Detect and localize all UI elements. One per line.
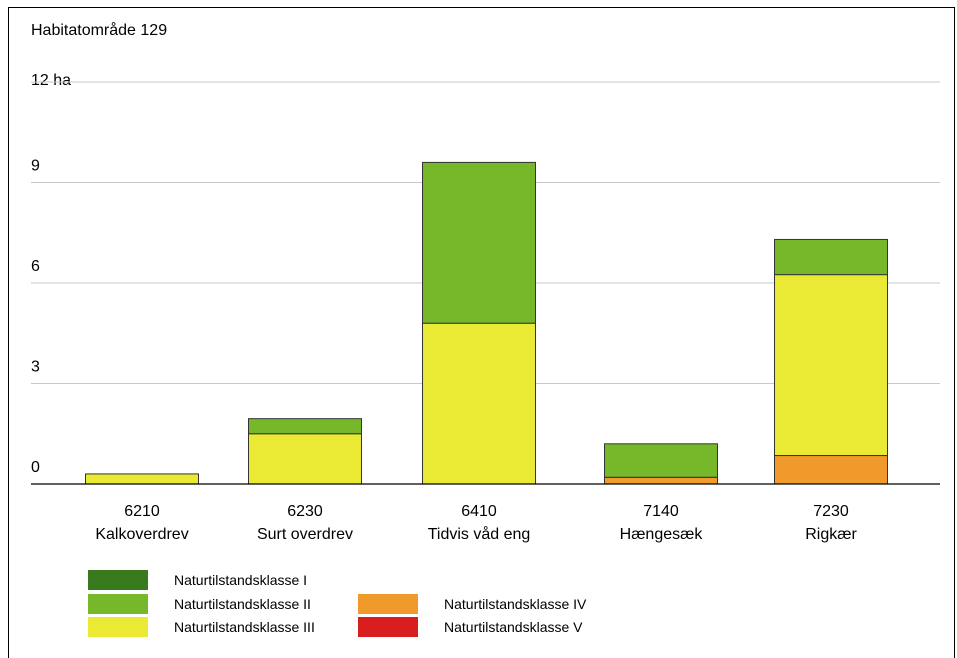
bar-segment [85, 473, 199, 485]
x-tick-name: Hængesæk [620, 526, 704, 543]
bar-segment [774, 274, 888, 457]
chart-title: Habitatområde 129 [31, 21, 167, 39]
bar-segment [774, 455, 888, 485]
y-tick-label: 9 [31, 158, 40, 175]
legend-swatch [88, 594, 148, 614]
legend-swatch [88, 617, 148, 637]
legend-label: Naturtilstandsklasse IV [444, 596, 587, 612]
y-tick-label: 3 [31, 359, 40, 376]
x-tick-code: 7140 [643, 503, 679, 520]
x-tick-code: 6210 [124, 503, 160, 520]
x-tick-name: Kalkoverdrev [95, 526, 188, 543]
x-tick-code: 6230 [287, 503, 323, 520]
y-tick-labels: 0 3 6 9 [31, 158, 40, 477]
x-tick-labels: 6210 Kalkoverdrev 6230 Surt overdrev 6410 Tid… [95, 503, 857, 543]
bar-segment [774, 238, 888, 276]
bar-segment [248, 433, 362, 485]
x-tick-code: 6410 [461, 503, 497, 520]
x-tick-name: Surt overdrev [257, 526, 353, 543]
legend-label: Naturtilstandsklasse II [174, 596, 311, 612]
x-tick-name: Rigkær [805, 526, 857, 543]
legend-swatch [358, 594, 418, 614]
x-tick-name: Tidvis våd eng [428, 525, 531, 543]
legend-label: Naturtilstandsklasse V [444, 619, 583, 635]
chart-frame [8, 7, 955, 658]
legend-label: Naturtilstandsklasse III [174, 619, 315, 635]
x-tick-code: 7230 [813, 503, 849, 520]
bar-segment [604, 476, 718, 485]
bar-segment [604, 443, 718, 478]
legend-label: Naturtilstandsklasse I [174, 572, 308, 588]
bars [85, 161, 888, 485]
y-tick-label: 6 [31, 258, 40, 275]
y-unit-label: 12 ha [31, 72, 71, 89]
y-tick-label: 0 [31, 459, 40, 476]
legend-swatch [88, 570, 148, 590]
bar-segment [422, 161, 536, 324]
bar-segment [248, 418, 362, 435]
bar-segment [422, 322, 536, 485]
legend-swatch [358, 617, 418, 637]
